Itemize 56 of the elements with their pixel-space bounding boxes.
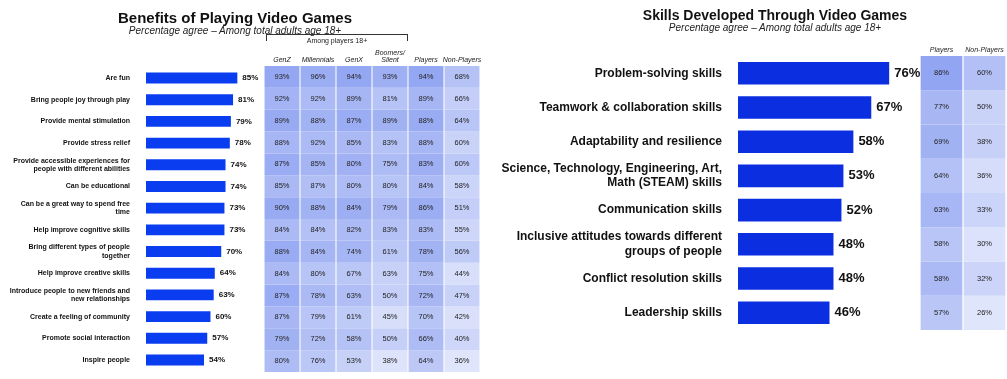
bar (146, 159, 226, 171)
bar (738, 233, 834, 256)
data-label: 63% (218, 290, 235, 300)
data-label: 81% (238, 94, 255, 104)
bar (146, 224, 225, 236)
data-label: 48% (838, 235, 865, 251)
y-tick-label: Teamwork & collaboration skills (539, 99, 723, 114)
bar (146, 311, 211, 323)
data-label: 46% (834, 304, 861, 320)
bar (146, 332, 208, 344)
data-label: 53% (848, 167, 875, 183)
bar (146, 115, 231, 127)
bar (738, 164, 844, 188)
bar (738, 198, 842, 222)
y-tick-label: Conflict resolution skills (582, 270, 723, 285)
bar (738, 267, 834, 290)
y-tick-label: Problem-solving skills (594, 65, 723, 80)
y-tick-label: Inclusive attitudes towards different groups of people (516, 229, 723, 258)
bar (146, 137, 230, 149)
chart-subtitle: Percentage agree – Among total adults age 18+ (127, 25, 343, 36)
data-label: 76% (894, 64, 921, 80)
data-label: 57% (212, 333, 229, 343)
y-tick-label: Adaptability and resilience (569, 134, 723, 149)
data-label: 64% (219, 268, 236, 278)
data-label: 67% (876, 99, 903, 115)
bar (146, 289, 214, 301)
data-label: 78% (234, 138, 251, 148)
data-label: 74% (230, 181, 247, 191)
data-label: 70% (226, 246, 243, 256)
data-label: 85% (242, 73, 259, 83)
data-label: 74% (230, 159, 247, 169)
chart-subtitle: Percentage agree – Among total adults age 18+ (667, 22, 883, 33)
bar (146, 202, 225, 214)
data-label: 60% (215, 311, 232, 321)
chart-title: Skills Developed Through Video Games (641, 7, 909, 23)
data-label: 73% (229, 225, 246, 235)
bar (146, 94, 234, 106)
data-label: 52% (846, 201, 873, 217)
bar (146, 72, 238, 84)
data-label: 73% (229, 203, 246, 213)
bar (738, 96, 872, 119)
y-tick-label: Leadership skills (624, 305, 723, 320)
y-tick-label: Science, Technology, Engineering, Art, Math (STEAM) skills (501, 161, 723, 190)
data-label: 58% (858, 133, 885, 149)
bar (146, 181, 226, 192)
bar (738, 301, 830, 324)
bar (146, 267, 215, 279)
data-label: 79% (235, 116, 252, 126)
data-label: 54% (209, 355, 226, 365)
data-label: 48% (838, 270, 865, 286)
y-tick-label: Communication skills (597, 202, 723, 217)
bar (146, 246, 222, 257)
bar (146, 354, 205, 366)
chart-title: Benefits of Playing Video Games (117, 9, 353, 26)
bar (738, 130, 854, 153)
bar (738, 62, 890, 85)
